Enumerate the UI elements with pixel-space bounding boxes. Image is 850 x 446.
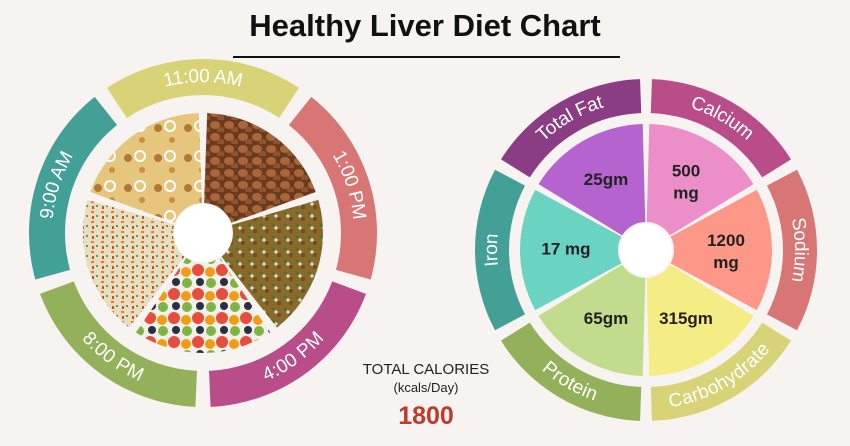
nutrient-center [620, 224, 672, 276]
meal-time-segment-2 [106, 58, 300, 118]
total-calories-value: 1800 [398, 402, 454, 430]
meal-time-segment-4 [209, 281, 366, 407]
nutrient-segment-4 [650, 322, 792, 421]
nutrient-segment-6 [475, 169, 526, 331]
vegetable-fried-rice-photo [83, 199, 185, 328]
meal-time-segment-1 [29, 96, 118, 280]
nutrient-wedge-2 [646, 124, 754, 236]
meal-time-segment-3 [288, 96, 377, 280]
total-calories-unit: (kcals/Day) [393, 380, 459, 395]
total-calories-title: TOTAL CALORIES [362, 361, 490, 378]
lentil-curry-photo [221, 199, 323, 328]
meal-time-segment-5 [40, 281, 197, 407]
nutrient-wedge-4 [646, 264, 754, 376]
nutrient-name-6: Iron [481, 233, 503, 268]
title-underline [233, 56, 620, 58]
fruit-bowl-photo [135, 257, 271, 353]
nutrient-value-6: 17 mg [541, 239, 590, 258]
nutrient-value-2: 500 mg [672, 162, 700, 203]
nutrient-value-4: 315gm [659, 309, 713, 328]
nutrient-wedge-6 [520, 189, 622, 311]
nutrient-name-3: Sodium [787, 216, 811, 284]
nutrient-segment-5 [500, 322, 642, 421]
nutrient-wedge-1 [538, 124, 646, 236]
nutrient-value-1: 25gm [584, 170, 628, 189]
nutrient-wedge-3 [670, 189, 772, 311]
boiled-peanuts-photo [204, 113, 316, 223]
nutrient-segment-2 [650, 79, 792, 178]
nutrient-segment-3 [766, 169, 817, 331]
nutrient-value-3: 1200 mg [707, 231, 745, 272]
nutrient-wedge-5 [538, 264, 646, 376]
nutrient-value-5: 65gm [584, 309, 628, 328]
paratha-with-onion-photo [90, 113, 202, 223]
nutrient-segment-1 [500, 79, 642, 178]
page-title: Healthy Liver Diet Chart [249, 8, 601, 43]
plate-center [174, 204, 232, 262]
